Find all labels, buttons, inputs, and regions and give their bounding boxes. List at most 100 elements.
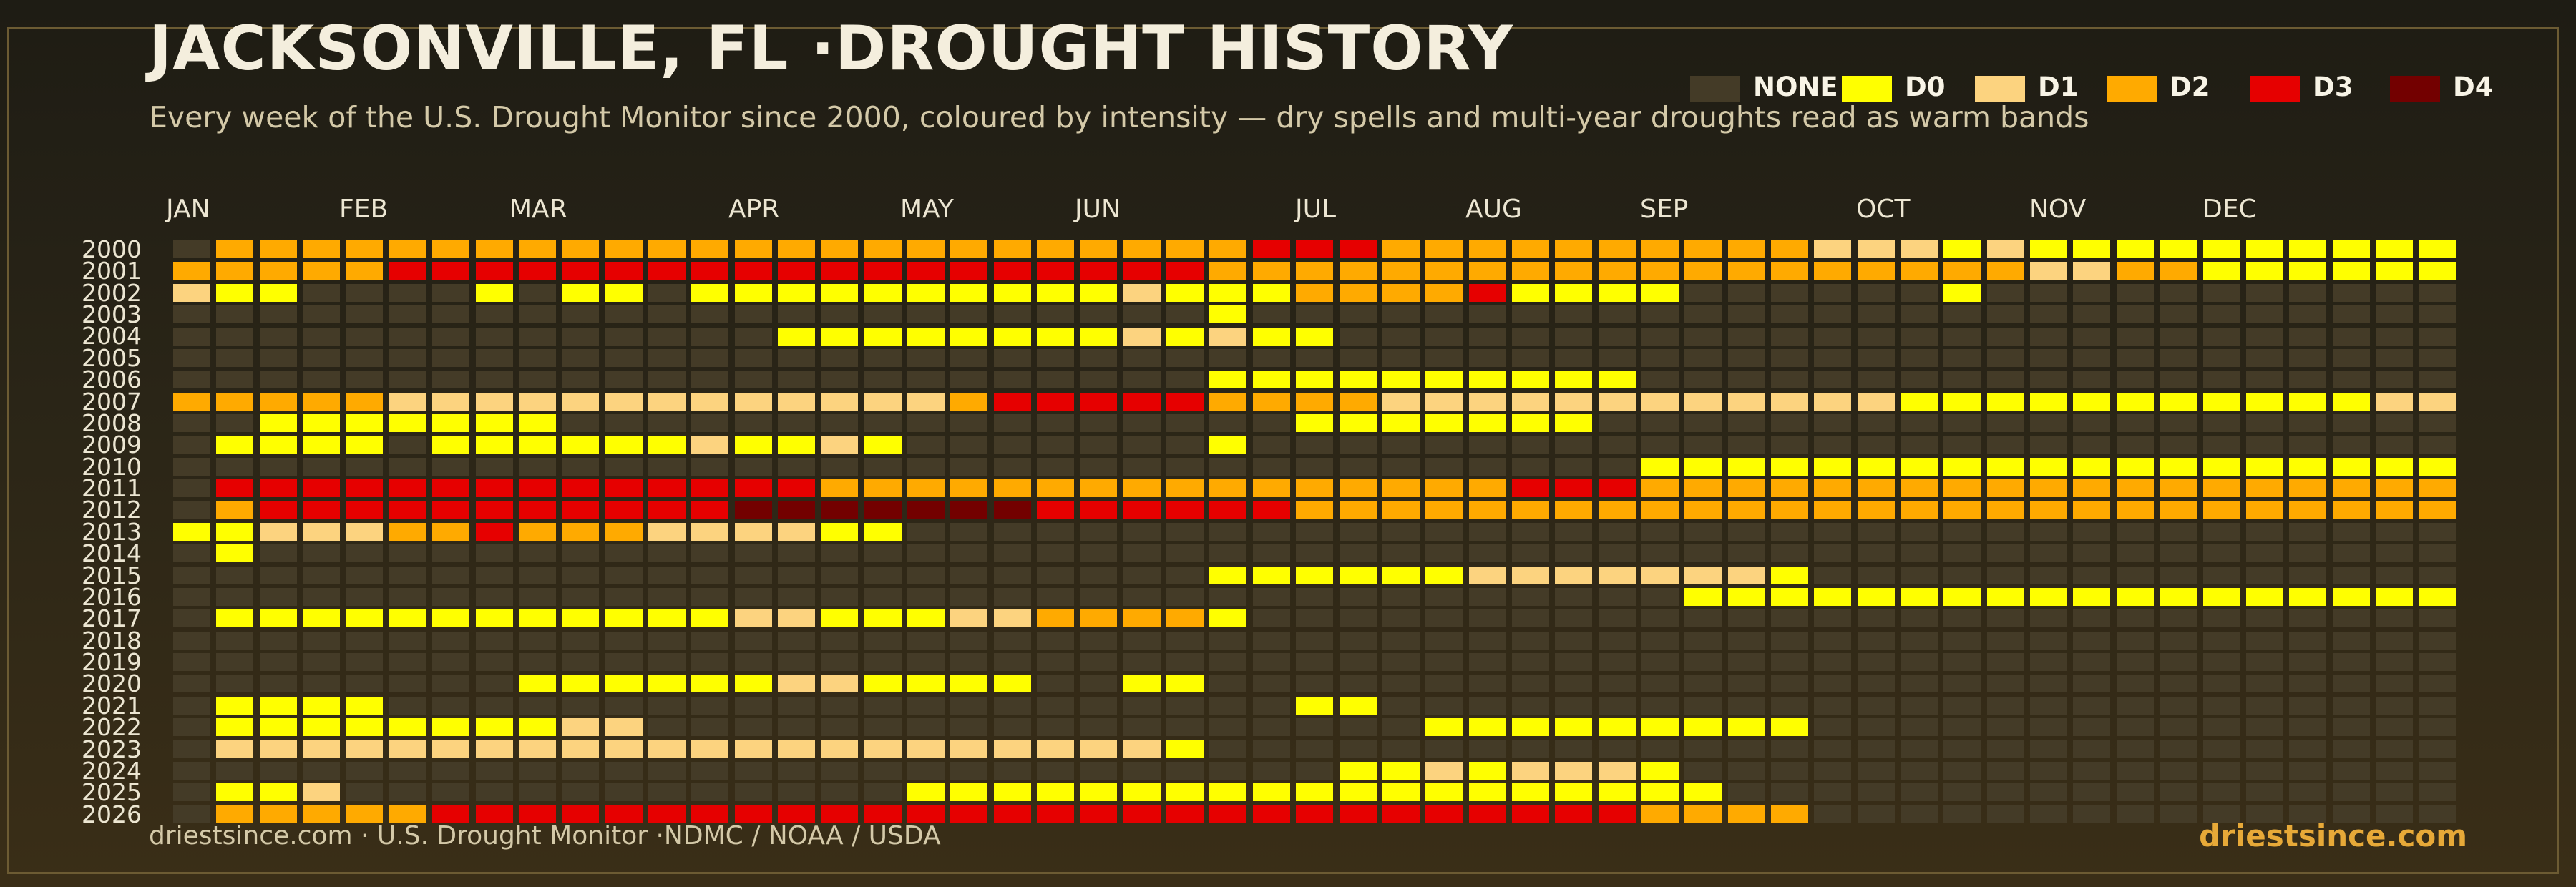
heatmap-cell <box>907 283 945 302</box>
month-label-feb: FEB <box>339 195 389 224</box>
year-label: 2025 <box>82 778 142 807</box>
heatmap-cell <box>1296 479 1334 498</box>
heatmap-cell <box>1296 544 1334 563</box>
heatmap-cell <box>907 740 945 758</box>
heatmap-cell <box>864 566 902 584</box>
heatmap-cell <box>303 414 341 432</box>
heatmap-cell <box>777 740 815 758</box>
heatmap-cell <box>777 783 815 802</box>
heatmap-cell <box>1080 566 1118 584</box>
heatmap-cell <box>1382 262 1420 280</box>
heatmap-cell <box>303 436 341 454</box>
heatmap-cell <box>1080 327 1118 346</box>
heatmap-cell <box>2332 240 2370 258</box>
heatmap-cell <box>2030 587 2068 606</box>
heatmap-cell <box>1684 587 1722 606</box>
heatmap-cell <box>993 718 1031 737</box>
heatmap-cell <box>475 436 513 454</box>
heatmap-cell <box>1901 305 1938 324</box>
heatmap-cell <box>389 348 426 367</box>
heatmap-cell <box>303 696 341 715</box>
heatmap-cell <box>303 761 341 780</box>
heatmap-cell <box>1986 761 2024 780</box>
heatmap-cell <box>2202 696 2240 715</box>
heatmap-cell <box>1296 371 1334 389</box>
year-label: 2013 <box>82 517 142 546</box>
heatmap-cell <box>2160 653 2197 671</box>
heatmap-cell <box>1166 566 1204 584</box>
heatmap-cell <box>1901 587 1938 606</box>
heatmap-cell <box>389 283 426 302</box>
heatmap-cell <box>1123 414 1161 432</box>
heatmap-cell <box>216 414 254 432</box>
heatmap-cell <box>1252 436 1290 454</box>
heatmap-cell <box>691 566 729 584</box>
heatmap-cell <box>2030 761 2068 780</box>
heatmap-cell <box>1382 436 1420 454</box>
legend-label: D4 <box>2453 72 2494 102</box>
heatmap-cell <box>1339 283 1377 302</box>
heatmap-cell <box>303 522 341 541</box>
heatmap-cell <box>1771 761 1808 780</box>
heatmap-cell <box>1555 457 1593 476</box>
heatmap-cell <box>1857 457 1895 476</box>
heatmap-cell <box>648 718 686 737</box>
heatmap-cell <box>1166 522 1204 541</box>
heatmap-cell <box>1598 283 1636 302</box>
heatmap-cell <box>1684 479 1722 498</box>
heatmap-cell <box>1296 436 1334 454</box>
heatmap-cell <box>1166 371 1204 389</box>
heatmap-cell <box>1684 305 1722 324</box>
heatmap-cell <box>734 805 772 823</box>
heatmap-cell <box>1555 783 1593 802</box>
heatmap-cell <box>1814 457 1852 476</box>
heatmap-cell <box>432 631 470 650</box>
heatmap-cell <box>1598 479 1636 498</box>
heatmap-cell <box>821 262 859 280</box>
heatmap-cell <box>1382 761 1420 780</box>
heatmap-cell <box>2332 348 2370 367</box>
heatmap-cell <box>1598 371 1636 389</box>
heatmap-cell <box>1425 631 1463 650</box>
heatmap-cell <box>2116 327 2154 346</box>
heatmap-cell <box>2073 522 2111 541</box>
brand-link[interactable]: driestsince.com <box>2199 818 2467 853</box>
heatmap-cell <box>691 371 729 389</box>
heatmap-cell <box>2073 675 2111 693</box>
heatmap-cell <box>346 631 384 650</box>
heatmap-cell <box>950 544 988 563</box>
heatmap-cell <box>821 761 859 780</box>
heatmap-cell <box>432 414 470 432</box>
heatmap-cell <box>1425 371 1463 389</box>
heatmap-cell <box>691 262 729 280</box>
heatmap-cell <box>1425 305 1463 324</box>
heatmap-cell <box>2073 348 2111 367</box>
month-label-jun: JUN <box>1075 195 1121 224</box>
heatmap-cell <box>1857 240 1895 258</box>
year-label: 2012 <box>82 496 142 524</box>
heatmap-cell <box>691 587 729 606</box>
heatmap-cell <box>216 631 254 650</box>
heatmap-cell <box>1252 371 1290 389</box>
heatmap-cell <box>216 348 254 367</box>
heatmap-cell <box>864 696 902 715</box>
heatmap-cell <box>2073 740 2111 758</box>
heatmap-cell <box>1641 609 1679 628</box>
heatmap-cell <box>1857 587 1895 606</box>
heatmap-cell <box>1080 653 1118 671</box>
heatmap-cell <box>1727 348 1765 367</box>
heatmap-cell <box>907 414 945 432</box>
heatmap-cell <box>303 783 341 802</box>
heatmap-cell <box>1943 675 1981 693</box>
heatmap-cell <box>2419 414 2457 432</box>
heatmap-cell <box>605 371 643 389</box>
heatmap-cell <box>2116 587 2154 606</box>
heatmap-cell <box>1814 283 1852 302</box>
heatmap-cell <box>1123 479 1161 498</box>
heatmap-cell <box>1252 501 1290 519</box>
heatmap-cell <box>2375 262 2413 280</box>
heatmap-cell <box>1555 675 1593 693</box>
heatmap-cell <box>1123 587 1161 606</box>
heatmap-cell <box>1511 522 1549 541</box>
heatmap-cell <box>1296 348 1334 367</box>
